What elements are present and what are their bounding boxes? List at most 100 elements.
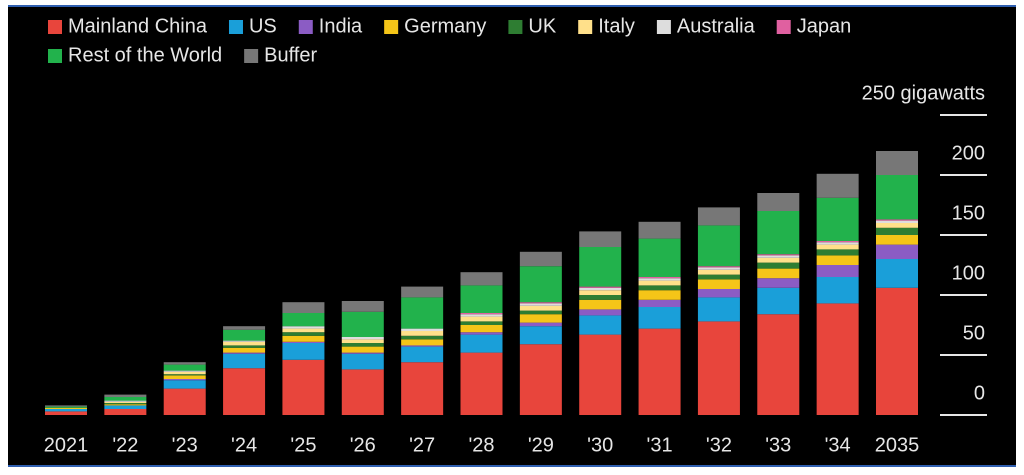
bar-segment — [697, 297, 740, 322]
bar-segment — [519, 310, 562, 315]
bar-segment — [519, 305, 562, 311]
bar-segment — [757, 193, 800, 211]
y-tick-label: 150 — [952, 202, 985, 224]
bar-segment — [757, 262, 800, 269]
bar-segment — [697, 266, 740, 268]
bar-segment — [638, 280, 681, 286]
bar-segment — [757, 278, 800, 288]
legend-label: Japan — [797, 15, 852, 37]
legend-swatch — [508, 20, 523, 34]
bar-segment — [519, 344, 562, 415]
bar-segment — [282, 343, 325, 360]
bar-segment — [519, 303, 562, 306]
bar-segment — [341, 311, 384, 337]
bar-segment — [223, 340, 266, 342]
bar-segment — [460, 316, 503, 322]
chart-background — [8, 6, 1016, 466]
bar-segment — [341, 301, 384, 312]
bar-segment — [45, 405, 87, 407]
bar-segment — [45, 406, 87, 408]
legend-label: Australia — [677, 15, 756, 37]
bar-segment — [104, 403, 147, 405]
x-tick-label: '32 — [706, 434, 732, 456]
bar-segment — [460, 313, 503, 315]
bar-segment — [45, 411, 87, 415]
bar-segment — [282, 326, 325, 329]
bar-segment — [519, 322, 562, 327]
bar-segment — [579, 334, 622, 415]
bar-segment — [638, 278, 681, 281]
bar-segment — [816, 255, 859, 265]
legend-swatch — [48, 20, 62, 34]
legend-swatch — [776, 20, 791, 34]
bar-segment — [282, 359, 325, 415]
bar-segment — [223, 352, 266, 354]
bar-segment — [282, 341, 325, 343]
bar-segment — [341, 339, 384, 343]
bar-segment — [104, 401, 147, 403]
bar-segment — [282, 332, 325, 336]
bar-segment — [341, 352, 384, 354]
bar-segment — [341, 353, 384, 370]
bar-segment — [816, 173, 859, 198]
bar-segment — [816, 241, 859, 243]
legend-swatch — [298, 20, 313, 34]
bar-segment — [104, 404, 147, 406]
y-tick-label: 0 — [974, 382, 985, 404]
bar-segment — [401, 335, 444, 340]
bar-segment — [163, 362, 206, 365]
bar-segment — [282, 313, 325, 327]
bar-segment — [638, 290, 681, 300]
bar-segment — [223, 326, 266, 330]
x-tick-label: '24 — [231, 434, 257, 456]
x-tick-label: '29 — [528, 434, 554, 456]
bar-segment — [223, 345, 266, 348]
bar-segment — [816, 277, 859, 304]
bar-segment — [816, 197, 859, 241]
bar-segment — [638, 328, 681, 415]
bar-segment — [816, 265, 859, 277]
x-tick-label: '27 — [409, 434, 435, 456]
bar-segment — [697, 269, 740, 275]
x-tick-label: '30 — [587, 434, 613, 456]
bar-segment — [757, 254, 800, 256]
legend-label: Rest of the World — [68, 44, 222, 66]
legend-label: Germany — [404, 15, 486, 37]
legend-label: India — [319, 15, 363, 37]
bar-segment — [341, 337, 384, 340]
bar-segment — [401, 328, 444, 331]
bar-segment — [638, 238, 681, 277]
bar-segment — [341, 369, 384, 415]
legend-swatch — [228, 20, 243, 34]
bar-segment — [401, 331, 444, 336]
bar-segment — [282, 302, 325, 313]
bar-segment — [697, 321, 740, 415]
y-tick-label: 200 — [952, 142, 985, 164]
bar-segment — [579, 299, 622, 310]
legend-label: US — [249, 15, 277, 37]
bar-segment — [163, 370, 206, 372]
bar-segment — [876, 287, 918, 415]
bar-segment — [282, 328, 325, 333]
bar-segment — [757, 268, 800, 279]
bar-segment — [757, 211, 800, 255]
bar-segment — [163, 371, 206, 375]
bar-segment — [697, 267, 740, 270]
bar-segment — [579, 247, 622, 287]
bar-segment — [638, 285, 681, 291]
bar-segment — [401, 345, 444, 347]
legend-swatch — [48, 49, 62, 63]
bar-segment — [519, 302, 562, 304]
x-tick-label: '23 — [172, 434, 198, 456]
bar-segment — [697, 274, 740, 280]
bar-segment — [460, 325, 503, 333]
bar-segment — [638, 221, 681, 239]
bar-segment — [638, 299, 681, 307]
bar-segment — [163, 388, 206, 415]
bar-segment — [341, 343, 384, 347]
bar-segment — [45, 407, 87, 409]
bar-segment — [876, 223, 918, 228]
bar-segment — [460, 334, 503, 353]
bar-segment — [163, 380, 206, 389]
bar-segment — [876, 151, 918, 175]
